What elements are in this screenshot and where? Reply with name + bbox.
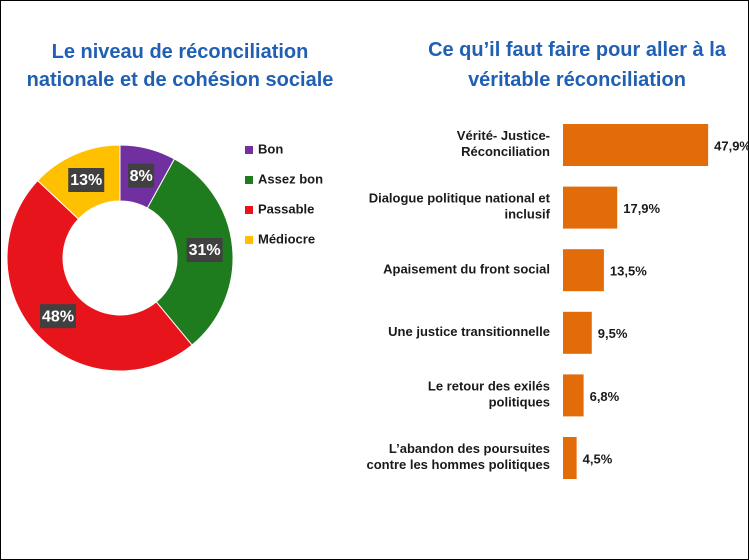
data-label: 31% bbox=[189, 242, 221, 259]
legend-swatch bbox=[245, 206, 253, 214]
category-label: Une justice transitionnelle bbox=[388, 324, 550, 339]
legend-swatch bbox=[245, 146, 253, 154]
category-label: Dialogue politique national et inclusif bbox=[369, 191, 551, 222]
data-label: 4,5% bbox=[583, 451, 613, 466]
bar bbox=[563, 124, 709, 166]
legend-swatch bbox=[245, 176, 253, 184]
label-box bbox=[186, 238, 223, 263]
data-label: 13% bbox=[70, 172, 102, 189]
bar bbox=[563, 186, 618, 229]
label-box bbox=[40, 304, 77, 329]
category-label: Apaisement du front social bbox=[383, 262, 550, 277]
data-label: 8% bbox=[130, 168, 153, 185]
data-label: 47,9% bbox=[714, 138, 749, 153]
label-box bbox=[68, 167, 105, 192]
bar bbox=[563, 437, 577, 479]
bar bbox=[563, 311, 592, 354]
data-label: 17,9% bbox=[623, 201, 660, 216]
legend-swatch bbox=[245, 236, 253, 244]
label-box bbox=[128, 163, 155, 188]
chart-title: Ce qu’il faut faire pour aller à la vérit… bbox=[428, 39, 727, 91]
category-label: L’abandon des poursuites contre les homme… bbox=[367, 441, 551, 472]
legend-label: Assez bon bbox=[258, 171, 323, 186]
bar bbox=[563, 374, 584, 417]
legend-label: Bon bbox=[258, 141, 283, 156]
chart-title: Le niveau de réconciliation nationale et … bbox=[27, 41, 334, 91]
category-label: Vérité- Justice-Réconciliation bbox=[457, 128, 550, 159]
legend-label: Médiocre bbox=[258, 231, 315, 246]
bar bbox=[563, 249, 604, 292]
category-label: Le retour des exilés politiques bbox=[428, 379, 550, 410]
data-label: 9,5% bbox=[598, 326, 628, 341]
data-label: 6,8% bbox=[590, 389, 620, 404]
data-label: 48% bbox=[42, 308, 74, 325]
data-label: 13,5% bbox=[610, 264, 647, 279]
legend-label: Passable bbox=[258, 201, 314, 216]
